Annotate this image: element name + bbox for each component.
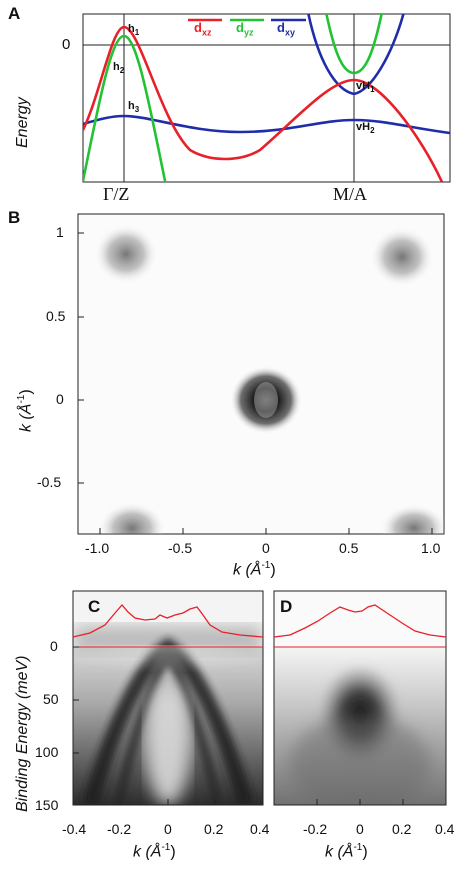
panel-a-frame [82,13,451,183]
panel-a-zero-tick: 0 [62,36,71,53]
panel-b-xtick-neg-0-5: -0.5 [168,540,193,556]
panel-c-mdc-curve [72,604,264,638]
panel-b-xtick-neg-1: -1.0 [85,540,110,556]
dyz-band-gamma [83,34,167,182]
fs-pocket-top-left [94,224,158,284]
band-label-vh1: vH1 [356,80,375,95]
panel-b-letter: B [8,208,21,227]
band-label-h1: h1 [128,23,140,38]
panel-d-xtick-0-4: 0.4 [435,821,455,837]
panel-b-ytick-1: 1 [56,224,64,240]
panel-b-ylabel: k (Å-1) [16,389,35,432]
panel-d-letter: D [280,597,293,616]
panel-a-band-diagram [82,13,451,183]
panel-b-xtick-1: 1.0 [421,540,441,556]
fs-pocket-center-hole [254,382,278,418]
panel-cd-ylabel: Binding Energy (meV) [14,655,31,812]
panel-cd-ytick-0: 0 [50,638,58,654]
panel-b-xtick-0: 0 [262,540,270,556]
dxz-band [83,25,444,182]
dyz-band-m [325,14,383,75]
dxy-band-lower [83,114,450,135]
band-label-vh2: vH2 [356,121,375,136]
panel-a-xtick-gamma: Γ/Z [103,184,130,204]
panel-b-xlabel: k (Å-1) [233,560,276,579]
panel-d-xtick-neg-0-2: -0.2 [303,821,328,837]
fs-pocket-bottom-left [98,502,166,534]
panel-d-mdc-curve [273,604,447,638]
panel-c-xtick-neg-0-4: -0.4 [62,821,87,837]
panel-c-xtick-0-4: 0.4 [250,821,270,837]
band-label-h2: h2 [113,61,125,76]
panel-cd-ytick-150: 150 [35,797,59,813]
panel-cd-ytick-50: 50 [43,691,59,707]
panel-cd-arpes-spectra [72,590,447,806]
panel-d-xtick-0-2: 0.2 [392,821,412,837]
panel-a-xtick-m: M/A [333,184,368,204]
panel-d-xlabel: k (Å-1) [325,842,368,861]
panel-c-xlabel: k (Å-1) [133,842,176,861]
panel-c-xtick-neg-0-2: -0.2 [107,821,132,837]
panel-c-letter: C [88,597,101,616]
legend-dyz-label: dyz [236,20,254,38]
legend-dxz-label: dxz [194,20,212,38]
panel-b-xtick-0-5: 0.5 [339,540,359,556]
panel-c-xtick-0-2: 0.2 [204,821,224,837]
panel-cd-ytick-100: 100 [35,744,59,760]
panel-b-ytick-neg-0-5: -0.5 [37,474,62,490]
dxy-band-upper [307,14,405,96]
panel-b-fermi-surface-map [77,213,445,535]
fs-pocket-top-right [370,227,434,287]
fs-pocket-bottom-right [380,504,444,534]
panel-b-ytick-0-5: 0.5 [46,308,66,324]
legend-dxy-label: dxy [277,20,295,38]
panel-b-ytick-0: 0 [56,391,64,407]
band-label-h3: h3 [128,100,140,115]
panel-c-xtick-0: 0 [164,821,172,837]
panel-a-letter: A [8,4,21,23]
panel-d-xtick-0: 0 [356,821,364,837]
